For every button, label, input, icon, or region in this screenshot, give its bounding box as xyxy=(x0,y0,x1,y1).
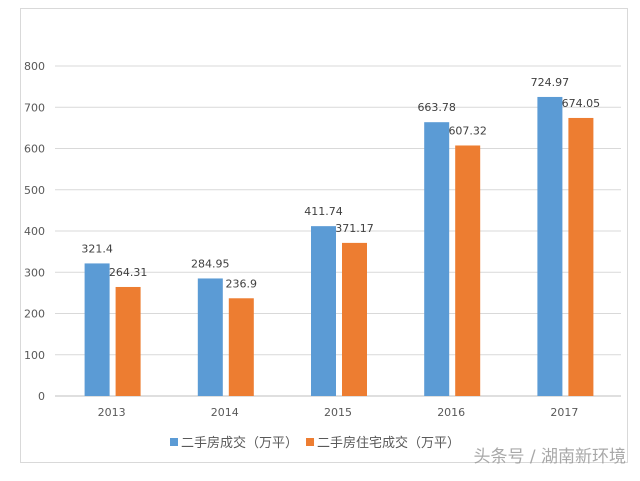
y-tick-label: 200 xyxy=(24,308,45,321)
y-tick-label: 500 xyxy=(24,184,45,197)
data-label: 607.32 xyxy=(448,124,487,137)
bar-total xyxy=(84,263,110,396)
y-tick-label: 100 xyxy=(24,349,45,362)
data-label: 411.74 xyxy=(304,205,343,218)
bar-residential xyxy=(568,117,594,396)
y-tick-label: 800 xyxy=(24,60,45,73)
x-tick-label: 2016 xyxy=(437,406,465,419)
legend-swatch xyxy=(306,438,315,446)
bar-residential xyxy=(115,286,141,396)
data-label: 674.05 xyxy=(562,97,601,110)
data-label: 264.31 xyxy=(109,266,148,279)
y-tick-label: 0 xyxy=(38,390,45,403)
y-tick-label: 300 xyxy=(24,266,45,279)
bar-residential xyxy=(455,145,481,396)
legend-swatch xyxy=(170,438,178,446)
y-tick-label: 400 xyxy=(24,225,45,238)
data-label: 371.17 xyxy=(335,222,374,235)
data-label: 724.97 xyxy=(531,76,570,89)
bar-residential xyxy=(342,242,367,396)
data-label: 284.95 xyxy=(191,257,230,270)
x-tick-label: 2014 xyxy=(211,406,239,419)
x-tick-label: 2017 xyxy=(550,406,578,419)
y-tick-label: 700 xyxy=(24,101,45,114)
x-tick-label: 2013 xyxy=(98,406,126,419)
bar-total xyxy=(537,96,563,396)
legend-label: 二手房住宅成交（万平） xyxy=(317,435,460,451)
data-label: 321.4 xyxy=(81,242,113,255)
watermark: 头条号 / 湖南新环境 xyxy=(473,447,626,467)
chart-frame xyxy=(20,8,628,463)
y-tick-label: 600 xyxy=(24,143,45,156)
legend-label: 二手房成交（万平） xyxy=(181,435,298,451)
bar-total xyxy=(311,226,336,396)
data-label: 663.78 xyxy=(417,101,456,114)
bar-total xyxy=(424,122,450,397)
x-tick-label: 2015 xyxy=(324,406,352,419)
bar-residential xyxy=(228,298,254,396)
data-label: 236.9 xyxy=(226,277,258,290)
bar-total xyxy=(197,278,223,396)
